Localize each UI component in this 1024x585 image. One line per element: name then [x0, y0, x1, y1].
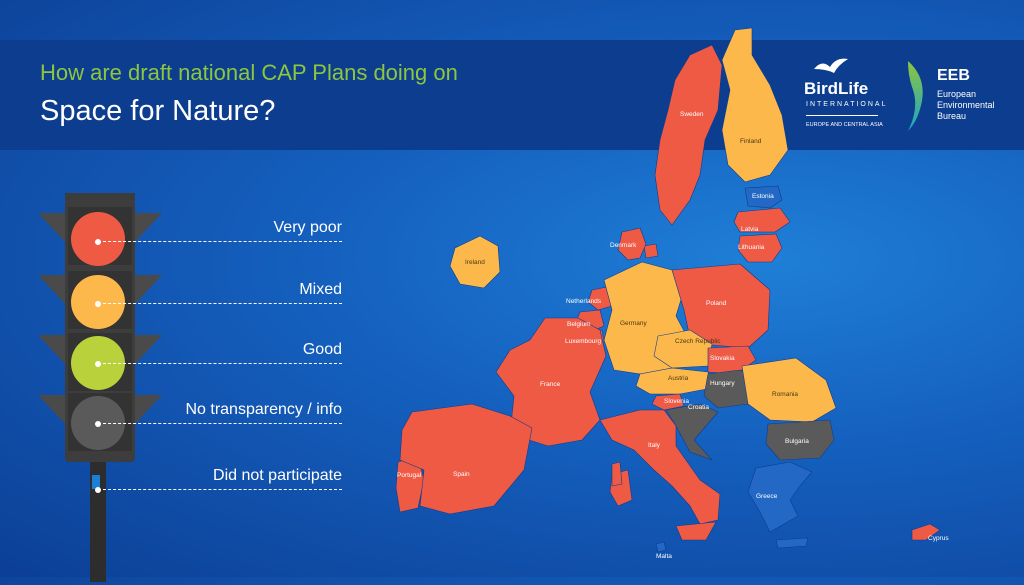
label-bulgaria: Bulgaria — [785, 438, 809, 445]
label-hungary: Hungary — [710, 380, 735, 387]
country-romania — [741, 357, 837, 423]
leaf-icon — [908, 61, 923, 131]
legend-line-good — [98, 363, 342, 364]
country-slovenia — [651, 393, 685, 411]
question-line-2: Space for Nature? — [40, 95, 276, 127]
legend-line-very-poor — [98, 241, 342, 242]
label-france: France — [540, 381, 561, 388]
birdlife-region: EUROPE AND CENTRAL ASIA — [806, 122, 883, 128]
eeb-line-1: European — [937, 89, 977, 99]
country-malta — [655, 541, 667, 553]
legend-did-not-participate: Did not participate — [213, 467, 342, 484]
island-denmark — [643, 243, 659, 259]
country-sweden — [654, 44, 723, 226]
country-estonia — [744, 185, 783, 209]
island-italy — [675, 521, 717, 541]
eeb-logo: EEB European Environmental Bureau — [900, 55, 1010, 135]
legend-dot-did-not-participate — [95, 487, 101, 493]
label-luxembourg: Luxembourg — [565, 338, 602, 345]
birdlife-sub: INTERNATIONAL — [806, 101, 888, 108]
label-belgium: Belgium — [567, 321, 590, 328]
label-estonia: Estonia — [752, 193, 774, 200]
traffic-light — [38, 193, 162, 582]
label-romania: Romania — [772, 391, 798, 398]
country-france — [495, 317, 607, 447]
island-france — [611, 461, 623, 487]
label-malta: Malta — [656, 553, 672, 560]
birdlife-logo: BirdLife INTERNATIONAL EUROPE AND CENTRA… — [800, 55, 900, 135]
legend-dot-good — [95, 361, 101, 367]
legend-no-info: No transparency / info — [185, 401, 342, 418]
label-germany: Germany — [620, 320, 647, 327]
bird-icon — [814, 58, 848, 73]
country-cyprus — [911, 523, 941, 541]
country-latvia — [733, 207, 791, 233]
label-austria: Austria — [668, 375, 689, 382]
label-poland: Poland — [706, 300, 727, 307]
country-ireland — [449, 235, 501, 289]
label-ireland: Ireland — [465, 259, 485, 266]
country-finland — [721, 27, 789, 183]
label-latvia: Latvia — [741, 226, 759, 233]
legend-very-poor: Very poor — [273, 219, 342, 236]
label-czech-republic: Czech Republic — [675, 338, 721, 345]
title-banner — [0, 40, 1024, 150]
legend-dot-very-poor — [95, 239, 101, 245]
label-italy: Italy — [648, 442, 661, 449]
legend-dot-mixed — [95, 301, 101, 307]
country-spain — [399, 403, 533, 515]
legend-line-no-info — [98, 423, 342, 424]
country-bulgaria — [765, 419, 835, 461]
question-line-1: How are draft national CAP Plans doing o… — [40, 60, 458, 85]
country-denmark — [617, 227, 647, 261]
legend-line-did-not-participate — [98, 489, 342, 490]
eeb-line-2: Environmental — [937, 100, 995, 110]
label-cyprus: Cyprus — [928, 535, 949, 542]
label-portugal: Portugal — [397, 472, 422, 479]
label-sweden: Sweden — [680, 111, 704, 118]
country-croatia — [665, 403, 719, 461]
label-spain: Spain — [453, 471, 470, 478]
label-netherlands: Netherlands — [566, 298, 602, 305]
label-slovenia: Slovenia — [664, 398, 689, 405]
legend-dot-no-info — [95, 421, 101, 427]
label-denmark: Denmark — [610, 242, 637, 249]
label-finland: Finland — [740, 138, 762, 145]
eeb-abbr: EEB — [937, 67, 970, 84]
island-greece — [775, 537, 809, 549]
legend-mixed: Mixed — [299, 281, 342, 298]
birdlife-divider — [806, 115, 878, 116]
legend-good: Good — [302, 341, 342, 358]
country-italy — [599, 409, 721, 525]
legend-line-mixed — [98, 303, 342, 304]
country-greece — [747, 461, 813, 533]
label-greece: Greece — [756, 493, 778, 500]
birdlife-name: BirdLife — [804, 79, 869, 98]
label-croatia: Croatia — [688, 404, 709, 411]
label-lithuania: Lithuania — [738, 244, 765, 251]
label-slovakia: Slovakia — [710, 355, 735, 362]
eeb-line-3: Bureau — [937, 111, 967, 121]
country-austria — [635, 367, 713, 395]
country-lithuania — [737, 233, 783, 263]
